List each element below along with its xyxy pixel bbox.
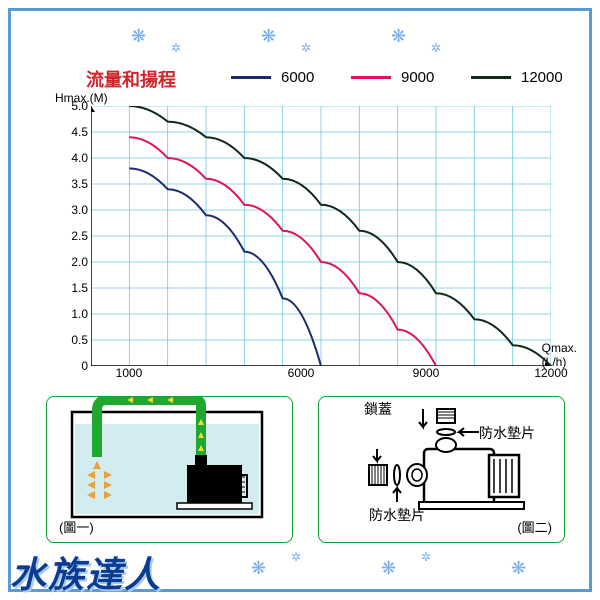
flower-decoration: ✲	[291, 550, 301, 564]
x-tick: 12000	[534, 366, 567, 380]
y-tick: 4.0	[66, 151, 88, 165]
x-tick: 1000	[116, 366, 143, 380]
y-tick: 1.0	[66, 307, 88, 321]
diagram-1-caption: (圖一)	[59, 517, 94, 536]
main-frame: ❋ ✲ ❋ ✲ ❋ ✲ 流量和揚程 6000 9000 12000 Hmax.(…	[8, 8, 592, 592]
flower-decoration: ❋	[251, 558, 266, 579]
y-tick: 4.5	[66, 125, 88, 139]
y-tick: 3.5	[66, 177, 88, 191]
legend-label-6000: 6000	[281, 69, 314, 86]
diagram-2-label-top: 鎖蓋	[364, 399, 392, 419]
y-tick: 0.5	[66, 333, 88, 347]
flower-decoration: ✲	[421, 550, 431, 564]
flower-decoration: ❋	[381, 558, 396, 579]
diagrams-row: (圖一)	[46, 396, 565, 543]
legend-6000: 6000	[231, 69, 314, 86]
flower-decoration: ✲	[431, 41, 441, 55]
y-tick: 1.5	[66, 281, 88, 295]
legend-9000: 9000	[351, 69, 434, 86]
flower-decoration: ✲	[301, 41, 311, 55]
legend-label-9000: 9000	[401, 69, 434, 86]
flower-decoration: ✲	[171, 41, 181, 55]
flower-decoration: ❋	[261, 26, 276, 47]
diagram-1: (圖一)	[46, 396, 293, 543]
flower-decoration: ❋	[131, 26, 146, 47]
chart-svg	[91, 106, 551, 366]
y-tick: 2.5	[66, 229, 88, 243]
y-tick: 5.0	[66, 99, 88, 113]
legend-12000: 12000	[471, 69, 563, 86]
y-tick: 2.0	[66, 255, 88, 269]
y-tick: 3.0	[66, 203, 88, 217]
diagram-2-label-right: 防水墊片	[479, 423, 535, 443]
watermark: 水族達人	[10, 546, 162, 598]
x-tick: 9000	[413, 366, 440, 380]
x-tick: 6000	[288, 366, 315, 380]
legend-label-12000: 12000	[521, 69, 563, 86]
diagram-2-caption: (圖二)	[517, 517, 552, 536]
chart-title: 流量和揚程	[86, 66, 176, 92]
flower-decoration: ❋	[391, 26, 406, 47]
legend-line-12000	[471, 76, 511, 79]
y-tick: 0	[66, 359, 88, 373]
diagram-2-label-bottom: 防水墊片	[369, 505, 425, 525]
flower-decoration: ❋	[511, 558, 526, 579]
legend-line-6000	[231, 76, 271, 79]
diagram-2: 鎖蓋 防水墊片 防水墊片 (圖二)	[318, 396, 565, 543]
legend-line-9000	[351, 76, 391, 79]
